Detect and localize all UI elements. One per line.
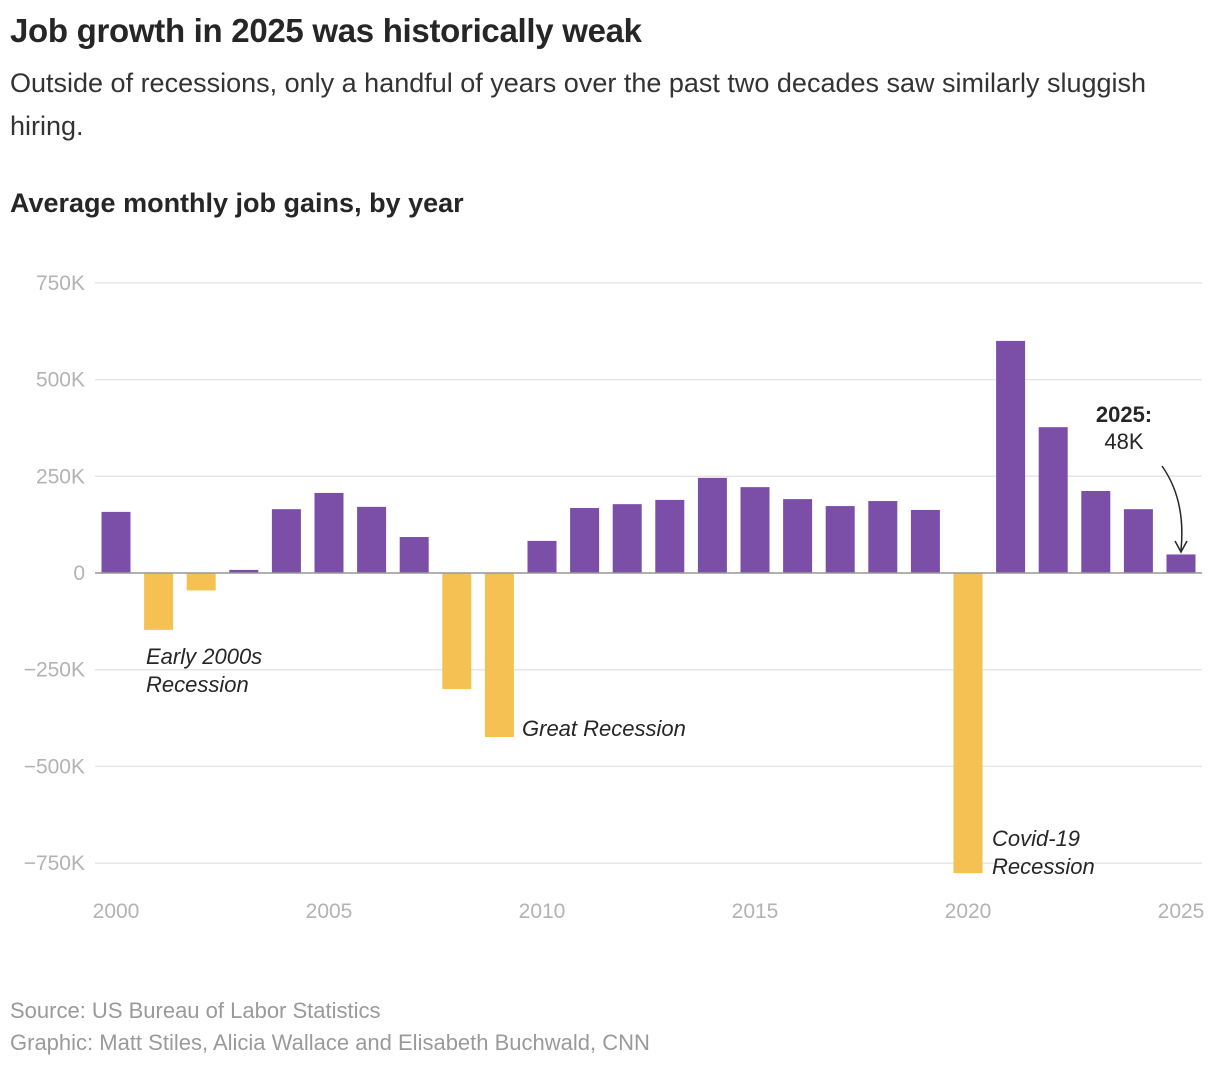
bar-2021 [996, 340, 1026, 573]
arrowhead-icon [1174, 540, 1188, 554]
chart-title: Average monthly job gains, by year [10, 188, 464, 218]
bar-2001 [144, 573, 174, 630]
source-note: Source: US Bureau of Labor Statistics [10, 998, 381, 1023]
annotation-2025-label: 2025: [1096, 402, 1152, 427]
bar-2012 [612, 504, 642, 573]
bar-2025 [1166, 554, 1196, 573]
bar-2002 [186, 573, 216, 591]
x-tick-label: 2010 [519, 900, 566, 923]
x-tick-label: 2025 [1158, 900, 1205, 923]
annotation-covid: Recession [992, 854, 1095, 879]
bar-2009 [484, 573, 514, 738]
y-tick-label: 500K [36, 369, 85, 392]
bar-2019 [910, 509, 940, 573]
bar-2000 [101, 511, 131, 573]
x-tick-label: 2020 [945, 900, 992, 923]
arrow-icon [1161, 465, 1183, 551]
headline: Job growth in 2025 was historically weak [10, 12, 642, 49]
bar-2010 [527, 540, 557, 573]
y-tick-label: −250K [24, 659, 85, 682]
bar-2003 [229, 569, 259, 573]
bar-2022 [1038, 427, 1068, 573]
y-tick-label: 0 [73, 562, 85, 585]
bar-2017 [825, 506, 855, 573]
subtitle: Outside of recessions, only a handful of… [10, 68, 1147, 141]
bar-2014 [697, 477, 727, 573]
bar-2013 [655, 499, 685, 573]
annotation-early-2000s: Recession [146, 672, 249, 697]
bar-2023 [1081, 490, 1111, 573]
bar-2005 [314, 492, 344, 573]
bar-2020 [953, 573, 983, 874]
annotation-2025-value: 48K [1104, 429, 1143, 454]
bar-2008 [442, 573, 472, 690]
x-tick-label: 2000 [93, 900, 140, 923]
y-tick-label: −750K [24, 852, 85, 875]
bar-2007 [399, 537, 429, 573]
y-tick-label: −500K [24, 755, 85, 778]
y-tick-label: 250K [36, 465, 85, 488]
bar-2004 [271, 509, 301, 573]
annotation-covid: Covid-19 [992, 826, 1080, 851]
bar-2015 [740, 487, 770, 573]
annotation-great-recession: Great Recession [522, 716, 686, 741]
credit-note: Graphic: Matt Stiles, Alicia Wallace and… [10, 1030, 650, 1055]
bar-2006 [357, 506, 387, 573]
bar-2016 [783, 499, 813, 573]
annotation-early-2000s: Early 2000s [146, 644, 262, 669]
bar-2018 [868, 501, 898, 573]
x-tick-label: 2005 [306, 900, 353, 923]
bar-2024 [1123, 509, 1153, 573]
y-tick-label: 750K [36, 272, 85, 295]
bar-2011 [570, 508, 600, 573]
x-tick-label: 2015 [732, 900, 779, 923]
